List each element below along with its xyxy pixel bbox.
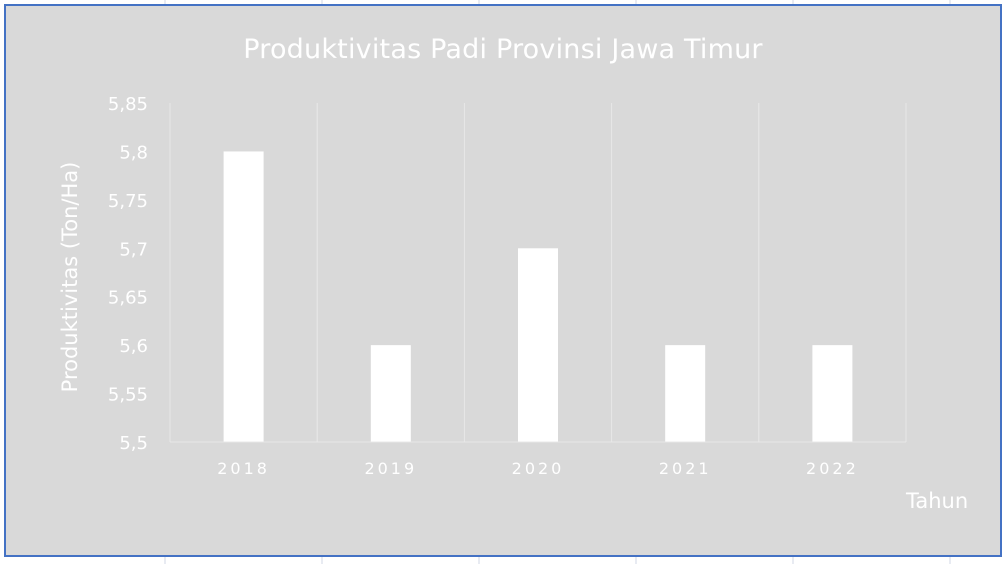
y-tick-label: 5,75 — [108, 191, 148, 212]
y-tick-label: 5,55 — [108, 385, 148, 406]
x-axis-title: Tahun — [906, 489, 969, 513]
y-tick-label: 5,6 — [119, 336, 148, 357]
y-tick-label: 5,7 — [119, 239, 148, 260]
x-tick-label: 2018 — [217, 459, 270, 478]
bar-2019[interactable] — [370, 345, 411, 442]
x-tick-label: 2022 — [806, 459, 859, 478]
x-tick-label: 2021 — [659, 459, 712, 478]
x-tick-label: 2020 — [512, 459, 565, 478]
x-tick-label: 2019 — [364, 459, 417, 478]
y-tick-label: 5,65 — [108, 288, 148, 309]
bar-2022[interactable] — [812, 345, 853, 442]
bar-2018[interactable] — [223, 151, 264, 442]
bar-2021[interactable] — [665, 345, 706, 442]
y-tick-label: 5,8 — [119, 142, 148, 163]
y-tick-label: 5,85 — [108, 94, 148, 115]
chart-title: Produktivitas Padi Provinsi Jawa Timur — [243, 34, 763, 65]
bar-2020[interactable] — [518, 248, 558, 442]
y-tick-label: 5,5 — [119, 433, 148, 454]
